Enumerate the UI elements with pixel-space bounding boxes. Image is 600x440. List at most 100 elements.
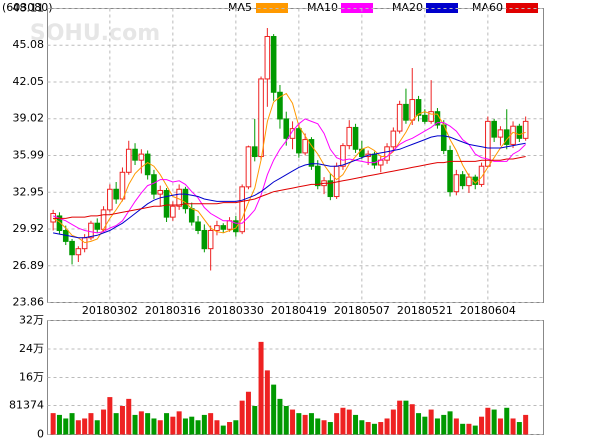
volume-bar [466, 423, 472, 435]
candle-body [264, 36, 271, 80]
candle-body [170, 205, 176, 218]
candle-body [384, 146, 390, 161]
volume-bar [403, 400, 409, 435]
y-tick-label: 23.86 [13, 296, 45, 309]
legend-swatch [426, 3, 458, 13]
volume-bar [359, 420, 365, 435]
x-tick-label: 20180604 [460, 304, 516, 317]
volume-bar [189, 416, 195, 435]
volume-bar [472, 425, 478, 435]
volume-bar [88, 413, 94, 435]
volume-bar [201, 414, 207, 435]
candle-body [163, 189, 170, 218]
volume-bar [397, 400, 403, 435]
candle-body [207, 229, 214, 250]
volume-bar [170, 416, 176, 435]
candle-body [308, 139, 315, 167]
volume-bar [416, 413, 422, 435]
volume-bar [283, 406, 289, 435]
y-tick-label: 26.89 [13, 259, 45, 272]
candle-body [459, 174, 466, 187]
volume-bar [441, 414, 447, 435]
y-tick-label: 48.11 [13, 2, 45, 15]
volume-bar [239, 400, 245, 435]
candle-body [415, 99, 422, 116]
ma-line [52, 118, 526, 234]
volume-bar [107, 397, 113, 435]
candle-body [233, 220, 239, 233]
x-tick-label: 20180302 [82, 304, 138, 317]
candle-body [491, 120, 497, 138]
candle-body [188, 208, 195, 223]
candle-body [302, 139, 308, 154]
volume-bar [145, 413, 151, 435]
volume-bar [258, 341, 264, 435]
volume-bar [233, 420, 239, 435]
candle-body [396, 103, 403, 132]
legend-swatch [341, 3, 373, 13]
candle-body [314, 165, 321, 187]
y-tick-label: 42.05 [13, 75, 45, 88]
candle-body [88, 222, 94, 239]
x-tick-label: 20180316 [145, 304, 201, 317]
candle-body [466, 176, 472, 187]
volume-bar [460, 423, 466, 435]
candle-body [497, 129, 504, 138]
candle-body [107, 188, 113, 211]
volume-bar [510, 418, 516, 435]
volume-bar [94, 420, 100, 435]
candle-body [277, 91, 283, 120]
volume-bar [523, 414, 529, 435]
volume-bar [214, 420, 220, 435]
candle-body [478, 165, 485, 185]
candle-body [94, 222, 101, 230]
candle-body [453, 174, 460, 193]
legend-label: MA20 [392, 1, 423, 14]
candle-body [132, 148, 138, 161]
candle-body [352, 126, 359, 150]
candle-body [251, 146, 258, 158]
volume-bar [63, 418, 69, 435]
candle-body [119, 171, 126, 200]
candle-body [50, 213, 56, 223]
volume-bar [82, 418, 88, 435]
ma-line [52, 92, 526, 244]
volume-bar [491, 409, 497, 435]
candle-body [403, 103, 409, 121]
watermark: SOHU.com [30, 21, 160, 46]
volume-bar [264, 370, 270, 435]
volume-bar [271, 384, 277, 435]
candle-body [422, 114, 428, 122]
volume-bar [327, 422, 333, 435]
volume-tick-label: 32万 [19, 314, 44, 327]
y-tick-label: 35.99 [13, 148, 45, 161]
candle-body [327, 180, 334, 198]
volume-bar [101, 409, 107, 435]
volume-bar [69, 413, 75, 435]
ma-line [53, 135, 526, 239]
volume-bar [113, 413, 119, 435]
volume-bar [126, 398, 132, 435]
volume-bar [479, 416, 485, 435]
candle-body [157, 189, 164, 195]
volume-bar [346, 409, 352, 435]
volume-bar [182, 418, 188, 435]
candle-body [214, 225, 220, 231]
candle-body [176, 188, 182, 207]
volume-bar [157, 420, 163, 435]
volume-bar [164, 413, 170, 435]
candle-body [340, 145, 346, 167]
candle-body [69, 240, 75, 256]
volume-bar [208, 413, 214, 435]
volume-bar [50, 413, 56, 435]
candle-body [516, 125, 523, 139]
candle-body [75, 248, 82, 256]
volume-bar [516, 422, 522, 435]
volume-bar [132, 414, 138, 435]
candle-body [56, 215, 63, 231]
volume-bar [409, 404, 415, 435]
volume-bar [75, 420, 81, 435]
volume-bar [252, 406, 258, 435]
